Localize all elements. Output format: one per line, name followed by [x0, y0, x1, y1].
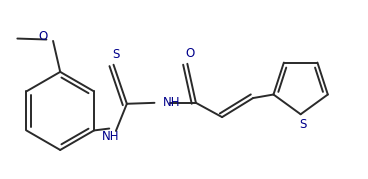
Text: O: O [38, 30, 47, 43]
Text: O: O [185, 47, 194, 60]
Text: NH: NH [102, 130, 120, 143]
Text: S: S [112, 48, 120, 61]
Text: NH: NH [163, 96, 180, 109]
Text: S: S [299, 118, 307, 131]
